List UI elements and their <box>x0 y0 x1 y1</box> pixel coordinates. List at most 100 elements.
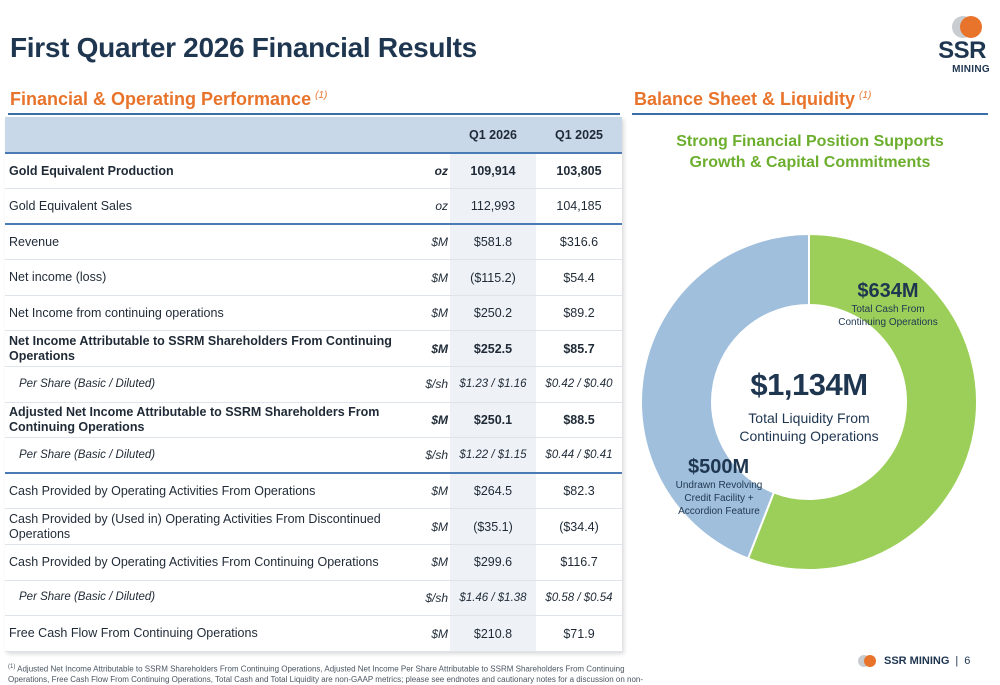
table-row: Gold Equivalent Production oz 109,914 103,8… <box>5 153 622 190</box>
metric-cell: Net income (loss) <box>5 259 417 296</box>
metric-cell: Per Share (Basic / Diluted) <box>5 366 417 403</box>
unit-cell: $M <box>417 615 450 652</box>
table-row: Cash Provided by Operating Activities Fr… <box>5 544 622 581</box>
q1-2025-cell: $89.2 <box>536 295 622 332</box>
logo-line2: MINING <box>952 64 990 75</box>
table-row: Net Income Attributable to SSRM Sharehol… <box>5 330 622 368</box>
unit-cell: $M <box>417 544 450 581</box>
column-header-q1-2026: Q1 2026 <box>450 117 536 154</box>
donut-slice-1 <box>640 232 810 560</box>
unit-cell: $/sh <box>417 366 450 403</box>
unit-cell: $M <box>417 402 450 439</box>
unit-cell: $M <box>417 330 450 368</box>
metric-cell: Adjusted Net Income Attributable to SSRM… <box>5 402 417 439</box>
table-row: Free Cash Flow From Continuing Operation… <box>5 615 622 652</box>
q1-2026-cell: $581.8 <box>450 224 536 261</box>
total-liquidity-label: Total Liquidity From Continuing Operatio… <box>739 410 879 444</box>
page-title: First Quarter 2026 Financial Results <box>10 32 477 63</box>
table-body: Gold Equivalent Production oz 109,914 103,8… <box>5 153 622 652</box>
q1-2026-cell: $299.6 <box>450 544 536 581</box>
balance-section-marker: (1) <box>859 90 872 101</box>
balance-section-title: Balance Sheet & Liquidity (1) <box>634 89 871 110</box>
metric-cell: Revenue <box>5 224 417 261</box>
q1-2026-cell: $1.22 / $1.15 <box>450 437 536 475</box>
unit-cell: $/sh <box>417 437 450 475</box>
unit-cell: $/sh <box>417 580 450 617</box>
metric-cell: Per Share (Basic / Diluted) <box>5 580 417 617</box>
footnote: (1) Adjusted Net Income Attributable to … <box>8 662 648 685</box>
metric-cell: Cash Provided by Operating Activities Fr… <box>5 473 417 510</box>
table-row: Per Share (Basic / Diluted) $/sh $1.46 / $… <box>5 580 622 617</box>
footnote-marker: (1) <box>8 664 16 670</box>
balance-section-rule <box>632 113 988 115</box>
metric-cell: Net Income from continuing operations <box>5 295 417 332</box>
balance-section-title-text: Balance Sheet & Liquidity <box>634 89 856 109</box>
metric-cell: Per Share (Basic / Diluted) <box>5 437 417 475</box>
q1-2026-cell: $250.1 <box>450 402 536 439</box>
balance-subtitle: Strong Financial Position Supports Growt… <box>676 133 944 171</box>
q1-2025-cell: $316.6 <box>536 224 622 261</box>
metric-cell: Gold Equivalent Production <box>5 153 417 190</box>
footer-company: SSR MINING <box>884 655 950 667</box>
financial-section-rule <box>8 113 620 115</box>
q1-2025-cell: $0.42 / $0.40 <box>536 366 622 403</box>
table-row: Cash Provided by Operating Activities Fr… <box>5 473 622 510</box>
column-header-unit <box>417 117 450 154</box>
metric-cell: Cash Provided by Operating Activities Fr… <box>5 544 417 581</box>
revolver-slice-description: Undrawn Revolving Credit Facility + Acco… <box>675 480 763 517</box>
page-number: 6 <box>964 655 971 667</box>
cash-slice-description: Total Cash From Continuing Operations <box>838 304 938 328</box>
revolver-slice-label: $500M Undrawn Revolving Credit Facility … <box>664 456 774 518</box>
footer: SSR MINING | 6 <box>858 653 970 669</box>
table-row: Per Share (Basic / Diluted) $/sh $1.23 / $… <box>5 366 622 403</box>
q1-2025-cell: $54.4 <box>536 259 622 296</box>
table-header-row: Q1 2026 Q1 2025 <box>5 117 622 154</box>
financial-section-title: Financial & Operating Performance (1) <box>10 89 327 110</box>
financial-section-title-text: Financial & Operating Performance <box>10 89 312 109</box>
revolver-slice-value: $500M <box>688 456 750 478</box>
table-row: Per Share (Basic / Diluted) $/sh $1.22 / $… <box>5 437 622 475</box>
table-row: Gold Equivalent Sales oz 112,993 104,185 <box>5 188 622 226</box>
donut-center: $1,134M Total Liquidity From Continuing … <box>729 367 889 445</box>
q1-2026-cell: $264.5 <box>450 473 536 510</box>
table-row: Net income (loss) $M ($115.2) $54.4 <box>5 259 622 296</box>
donut-slice-0 <box>746 232 978 571</box>
q1-2025-cell: 103,805 <box>536 153 622 190</box>
q1-2025-cell: ($34.4) <box>536 508 622 546</box>
unit-cell: $M <box>417 473 450 510</box>
q1-2026-cell: 109,914 <box>450 153 536 190</box>
column-header-q1-2025: Q1 2025 <box>536 117 622 154</box>
q1-2026-cell: ($115.2) <box>450 259 536 296</box>
q1-2026-cell: ($35.1) <box>450 508 536 546</box>
q1-2026-cell: $250.2 <box>450 295 536 332</box>
table-row: Adjusted Net Income Attributable to SSRM… <box>5 402 622 439</box>
q1-2025-cell: $85.7 <box>536 330 622 368</box>
metric-cell: Free Cash Flow From Continuing Operation… <box>5 615 417 652</box>
footnote-text: Adjusted Net Income Attributable to SSRM… <box>8 664 644 685</box>
table-row: Cash Provided by (Used in) Operating Act… <box>5 508 622 546</box>
logo-circle-orange-icon <box>960 16 982 38</box>
q1-2025-cell: $116.7 <box>536 544 622 581</box>
table-row: Net Income from continuing operations $M $… <box>5 295 622 332</box>
q1-2026-cell: $1.46 / $1.38 <box>450 580 536 617</box>
metric-cell: Net Income Attributable to SSRM Sharehol… <box>5 330 417 368</box>
logo-line1: SSR <box>938 37 986 64</box>
q1-2026-cell: $252.5 <box>450 330 536 368</box>
q1-2025-cell: $71.9 <box>536 615 622 652</box>
unit-cell: $M <box>417 508 450 546</box>
q1-2025-cell: $82.3 <box>536 473 622 510</box>
q1-2025-cell: $0.44 / $0.41 <box>536 437 622 475</box>
footer-logo-orange-icon <box>864 655 876 667</box>
q1-2026-cell: 112,993 <box>450 188 536 226</box>
q1-2026-cell: $1.23 / $1.16 <box>450 366 536 403</box>
total-liquidity-value: $1,134M <box>750 367 868 402</box>
unit-cell: oz <box>417 188 450 226</box>
unit-cell: $M <box>417 259 450 296</box>
column-header-metric <box>5 117 417 154</box>
q1-2025-cell: 104,185 <box>536 188 622 226</box>
q1-2026-cell: $210.8 <box>450 615 536 652</box>
metric-cell: Gold Equivalent Sales <box>5 188 417 226</box>
cash-slice-label: $634M Total Cash From Continuing Operati… <box>833 280 943 329</box>
table-row: Revenue $M $581.8 $316.6 <box>5 224 622 261</box>
unit-cell: $M <box>417 224 450 261</box>
